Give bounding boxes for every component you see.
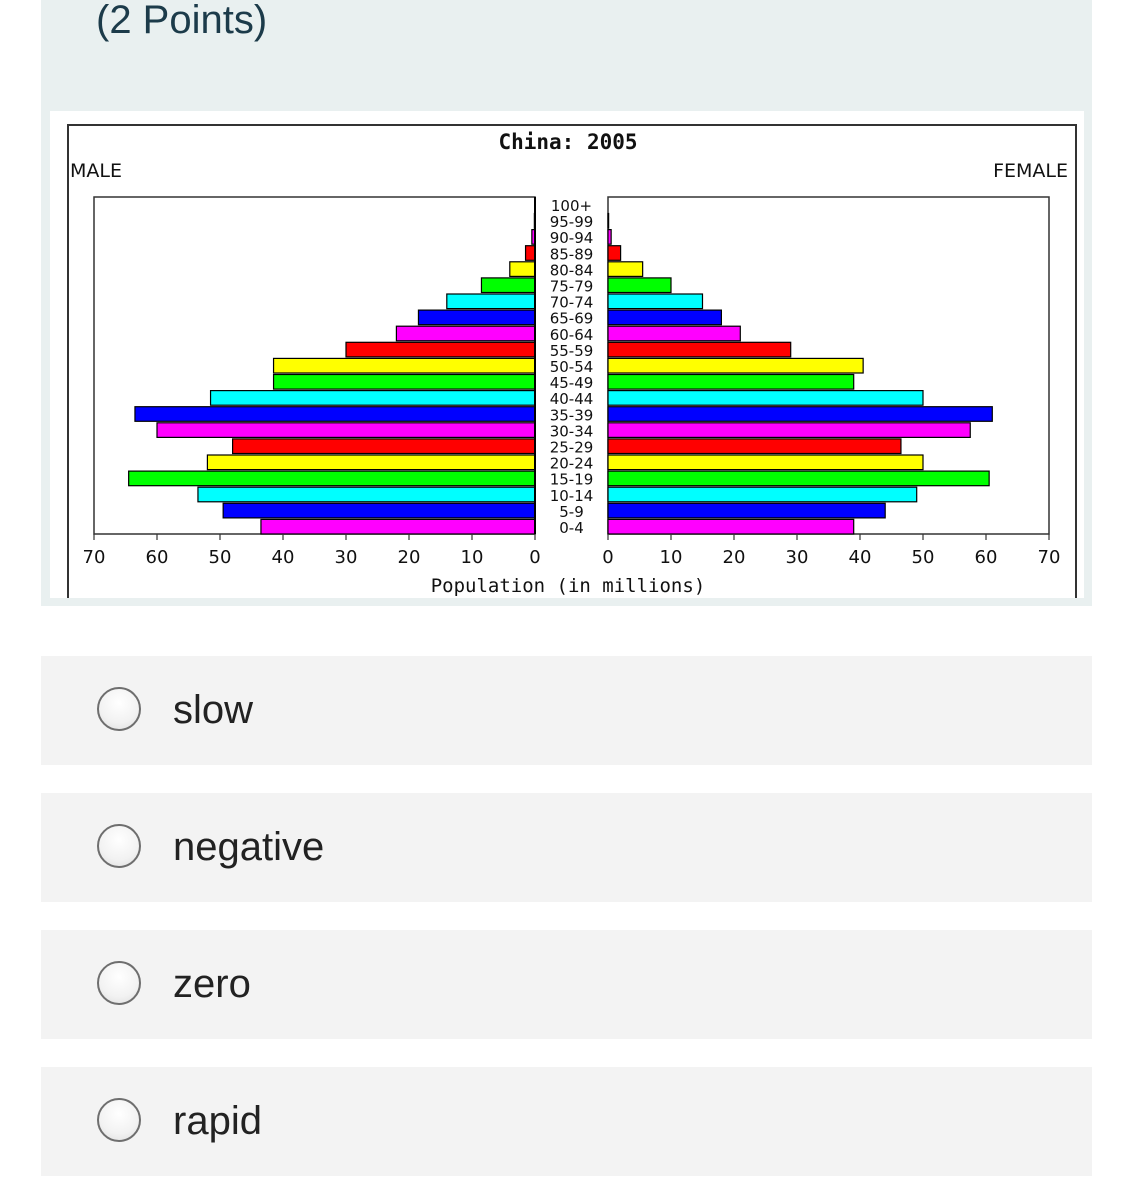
age-group-label: 5-9	[559, 503, 584, 521]
female-bar-65-69	[607, 309, 723, 326]
x-tick-label-female: 30	[786, 547, 809, 568]
age-group-label: 65-69	[550, 310, 594, 328]
female-bar-60-64	[607, 325, 741, 342]
age-group-label: 30-34	[550, 422, 594, 440]
female-bar-0-4	[607, 518, 855, 535]
male-bar-45-49	[272, 373, 536, 390]
male-bar-75-79	[480, 277, 536, 294]
female-bar-15-19	[607, 470, 990, 487]
age-group-label: 20-24	[550, 455, 594, 473]
question-panel: (2 Points) China: 2005 MALE FEMALE 0-4 5-…	[41, 0, 1092, 606]
female-bar-85-89	[607, 245, 622, 261]
female-bar-30-34	[607, 422, 971, 438]
radio-button-rapid[interactable]	[97, 1098, 141, 1142]
female-bar-35-39	[607, 406, 993, 422]
male-bar-65-69	[417, 309, 536, 326]
x-tick-label-female: 0	[602, 547, 613, 568]
female-bar-50-54	[607, 357, 864, 374]
male-bar-50-54	[272, 357, 536, 374]
age-group-label: 75-79	[550, 278, 594, 296]
age-group-label: 35-39	[550, 406, 594, 424]
age-group-label: 85-89	[550, 245, 594, 263]
female-bar-25-29	[607, 438, 902, 455]
x-tick-label-male: 70	[83, 547, 106, 568]
x-tick-label-male: 60	[146, 547, 169, 568]
male-bar-15-19	[128, 470, 536, 487]
male-bar-20-24	[206, 454, 536, 471]
x-axis-label: Population (in millions)	[431, 575, 706, 597]
female-label: FEMALE	[993, 160, 1068, 182]
option-label-negative: negative	[173, 825, 325, 869]
male-label: MALE	[70, 160, 122, 182]
answer-option-rapid[interactable]: rapid	[41, 1067, 1092, 1176]
answer-option-zero[interactable]: zero	[41, 930, 1092, 1039]
age-group-label: 95-99	[550, 213, 594, 231]
male-bar-60-64	[395, 325, 536, 342]
male-bar-10-14	[197, 486, 536, 503]
x-tick-label-female: 10	[660, 547, 683, 568]
x-tick-label-male: 30	[335, 547, 358, 568]
age-group-label: 0-4	[559, 519, 584, 537]
x-tick-label-female: 70	[1038, 547, 1061, 568]
male-bar-70-74	[446, 293, 536, 310]
male-bar-85-89	[524, 245, 536, 261]
points-label: (2 Points)	[96, 0, 268, 42]
female-bar-80-84	[607, 261, 644, 278]
x-tick-label-male: 0	[529, 547, 540, 568]
female-bar-70-74	[607, 293, 704, 310]
population-pyramid-chart: China: 2005 MALE FEMALE 0-45-910-1415-19…	[67, 124, 1077, 598]
male-bar-30-34	[156, 422, 536, 438]
age-group-label: 80-84	[550, 261, 594, 279]
x-tick-label-female: 60	[975, 547, 998, 568]
population-pyramid-card: China: 2005 MALE FEMALE 0-4 5-9 10-14 15-19…	[50, 111, 1084, 598]
age-group-label: 90-94	[550, 229, 594, 247]
chart-outer-frame	[67, 124, 1077, 598]
age-group-label: 45-49	[550, 374, 594, 392]
female-bar-45-49	[607, 373, 855, 390]
answer-option-slow[interactable]: slow	[41, 656, 1092, 765]
age-group-label: 15-19	[550, 471, 594, 489]
female-bar-10-14	[607, 486, 918, 503]
x-tick-label-female: 50	[912, 547, 935, 568]
female-bar-40-44	[607, 390, 924, 406]
x-tick-label-male: 50	[209, 547, 232, 568]
age-group-label: 25-29	[550, 439, 594, 457]
age-group-label: 10-14	[550, 487, 594, 505]
female-bar-20-24	[607, 454, 924, 471]
female-bar-55-59	[607, 341, 792, 358]
age-group-label: 60-64	[550, 326, 594, 344]
female-bar-90-94	[607, 228, 612, 245]
radio-button-zero[interactable]	[97, 961, 141, 1005]
male-bar-40-44	[209, 390, 536, 406]
male-bar-5-9	[222, 502, 536, 519]
x-tick-label-male: 40	[272, 547, 295, 568]
chart-title: China: 2005	[498, 130, 637, 154]
option-label-zero: zero	[173, 962, 251, 1006]
male-bar-80-84	[509, 261, 536, 278]
female-bar-5-9	[607, 502, 886, 519]
male-bar-55-59	[345, 341, 536, 358]
x-tick-label-male: 20	[398, 547, 421, 568]
female-bar-95-99	[607, 212, 610, 229]
age-group-label: 50-54	[550, 358, 594, 376]
answer-option-negative[interactable]: negative	[41, 793, 1092, 902]
age-group-label: 40-44	[550, 390, 594, 408]
option-label-rapid: rapid	[173, 1099, 262, 1143]
age-group-label: 100+	[551, 197, 592, 215]
option-label-slow: slow	[173, 688, 254, 732]
age-group-label: 55-59	[550, 342, 594, 360]
x-tick-label-female: 40	[849, 547, 872, 568]
male-bar-0-4	[260, 518, 536, 535]
male-bar-25-29	[232, 438, 536, 455]
x-tick-label-male: 10	[461, 547, 484, 568]
age-group-label: 70-74	[550, 294, 594, 312]
radio-button-slow[interactable]	[97, 687, 141, 731]
male-bar-35-39	[134, 406, 536, 422]
female-bar-75-79	[607, 277, 672, 294]
x-tick-label-female: 20	[723, 547, 746, 568]
radio-button-negative[interactable]	[97, 824, 141, 868]
